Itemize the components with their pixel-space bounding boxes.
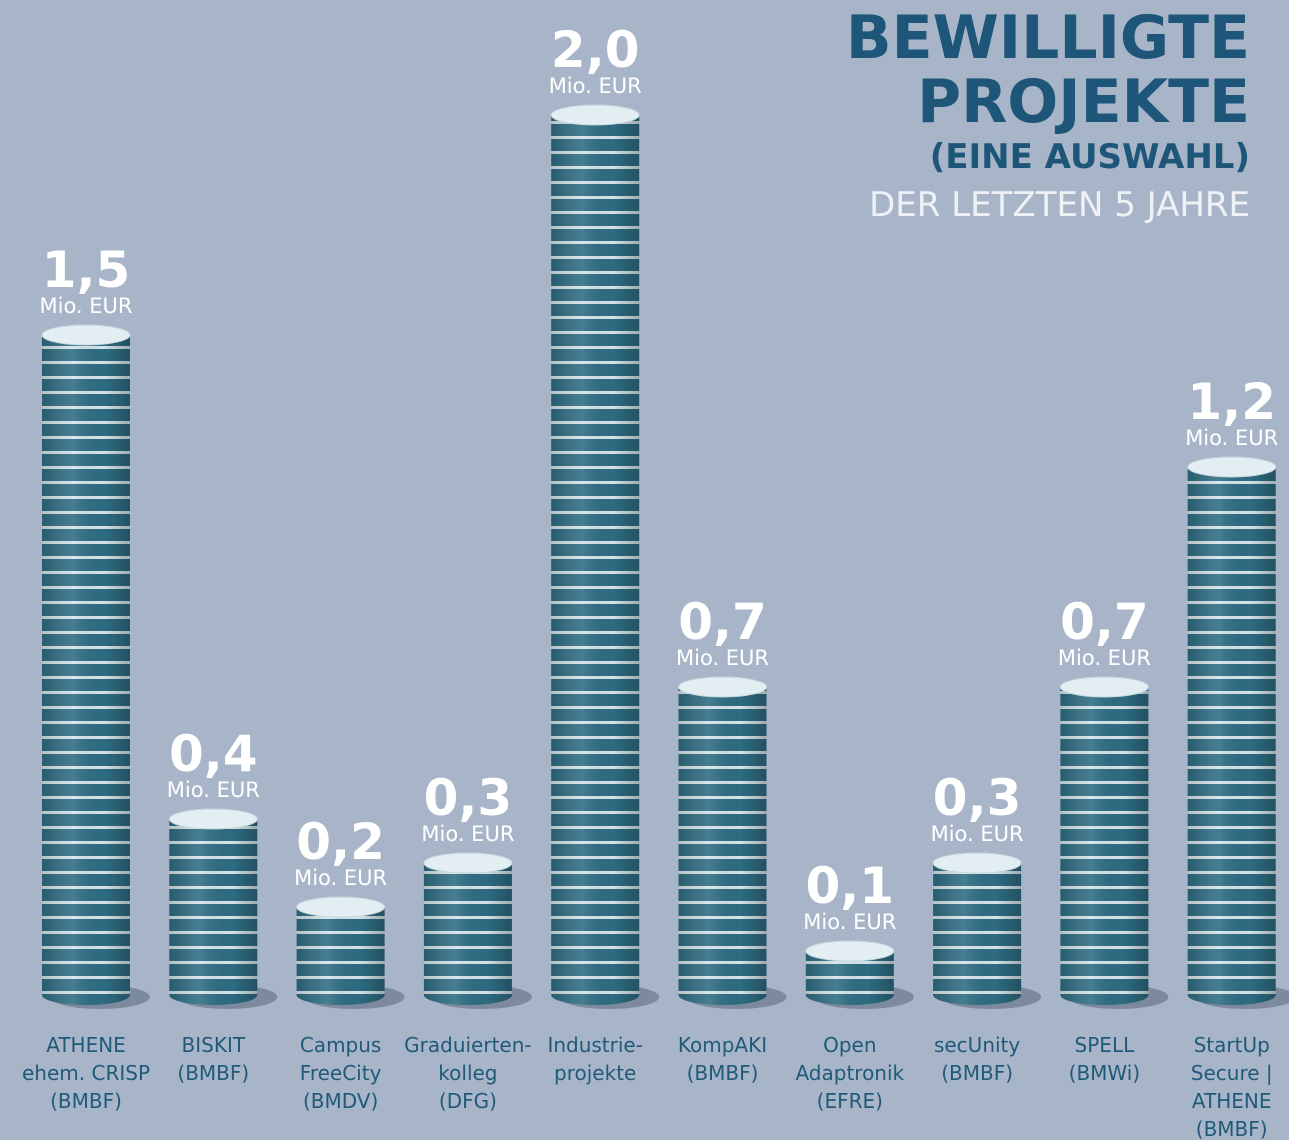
category-label: KompAKI <box>678 1033 767 1057</box>
category-label: ATHENE <box>1192 1089 1272 1113</box>
stack-top <box>551 105 639 125</box>
unit-label: Mio. EUR <box>803 910 896 934</box>
category-label: kolleg <box>438 1061 497 1085</box>
category-label: SPELL <box>1075 1033 1136 1057</box>
category-label: ATHENE <box>46 1033 126 1057</box>
stack-shade <box>1188 467 1276 1005</box>
unit-label: Mio. EUR <box>549 74 642 98</box>
stack-shade <box>551 115 639 1005</box>
stack-top <box>1188 457 1276 477</box>
page: BEWILLIGTE PROJEKTE (EINE AUSWAHL) DER L… <box>0 0 1289 1140</box>
value-label: 0,2 <box>296 813 385 871</box>
stack-top <box>806 941 894 961</box>
category-label: (BMWi) <box>1069 1061 1140 1085</box>
unit-label: Mio. EUR <box>167 778 260 802</box>
stack-shade <box>169 819 257 1005</box>
stack-top <box>1060 677 1148 697</box>
category-label: (DFG) <box>439 1089 497 1113</box>
category-label: (BMDV) <box>303 1089 378 1113</box>
title: BEWILLIGTE <box>846 3 1250 73</box>
stack-shade <box>297 907 385 1005</box>
unit-label: Mio. EUR <box>1058 646 1151 670</box>
title: PROJEKTE <box>917 67 1250 137</box>
subtitle: DER LETZTEN 5 JAHRE <box>869 185 1250 225</box>
category-label: BISKIT <box>182 1033 246 1057</box>
value-label: 0,7 <box>678 593 767 651</box>
category-label: Graduierten- <box>404 1033 531 1057</box>
unit-label: Mio. EUR <box>421 822 514 846</box>
category-label: Industrie- <box>547 1033 643 1057</box>
subtitle: (EINE AUSWAHL) <box>930 137 1250 177</box>
stack-top <box>297 897 385 917</box>
value-label: 0,3 <box>424 769 513 827</box>
stack-top <box>933 853 1021 873</box>
category-label: (BMBF) <box>941 1061 1013 1085</box>
category-label: Adaptronik <box>795 1061 904 1085</box>
value-label: 1,5 <box>42 241 131 299</box>
stack-shade <box>42 335 130 1005</box>
stack-top <box>169 809 257 829</box>
category-label: (BMBF) <box>177 1061 249 1085</box>
value-label: 0,4 <box>169 725 258 783</box>
category-label: (EFRE) <box>817 1089 883 1113</box>
stack-top <box>424 853 512 873</box>
chart: BEWILLIGTE PROJEKTE (EINE AUSWAHL) DER L… <box>0 0 1289 1140</box>
unit-label: Mio. EUR <box>39 294 132 318</box>
stack-top <box>42 325 130 345</box>
coin-stack <box>1188 457 1289 1009</box>
unit-label: Mio. EUR <box>931 822 1024 846</box>
category-label: FreeCity <box>300 1061 382 1085</box>
category-label: (BMBF) <box>1196 1117 1268 1140</box>
category-label: StartUp <box>1194 1033 1270 1057</box>
value-label: 0,3 <box>933 769 1022 827</box>
category-label: ehem. CRISP <box>22 1061 150 1085</box>
unit-label: Mio. EUR <box>294 866 387 890</box>
unit-label: Mio. EUR <box>676 646 769 670</box>
value-label: 1,2 <box>1187 373 1276 431</box>
unit-label: Mio. EUR <box>1185 426 1278 450</box>
value-label: 0,1 <box>806 857 895 915</box>
category-label: secUnity <box>934 1033 1020 1057</box>
stack-shade <box>933 863 1021 1005</box>
category-label: Open <box>823 1033 876 1057</box>
category-label: projekte <box>554 1061 636 1085</box>
stack-shade <box>1060 687 1148 1005</box>
stack-shade <box>424 863 512 1005</box>
category-label: Campus <box>300 1033 382 1057</box>
category-label: Secure | <box>1191 1061 1273 1085</box>
value-label: 0,7 <box>1060 593 1149 651</box>
category-label: (BMBF) <box>687 1061 759 1085</box>
stack-shade <box>679 687 767 1005</box>
value-label: 2,0 <box>551 21 640 79</box>
stack-top <box>679 677 767 697</box>
category-label: (BMBF) <box>50 1089 122 1113</box>
